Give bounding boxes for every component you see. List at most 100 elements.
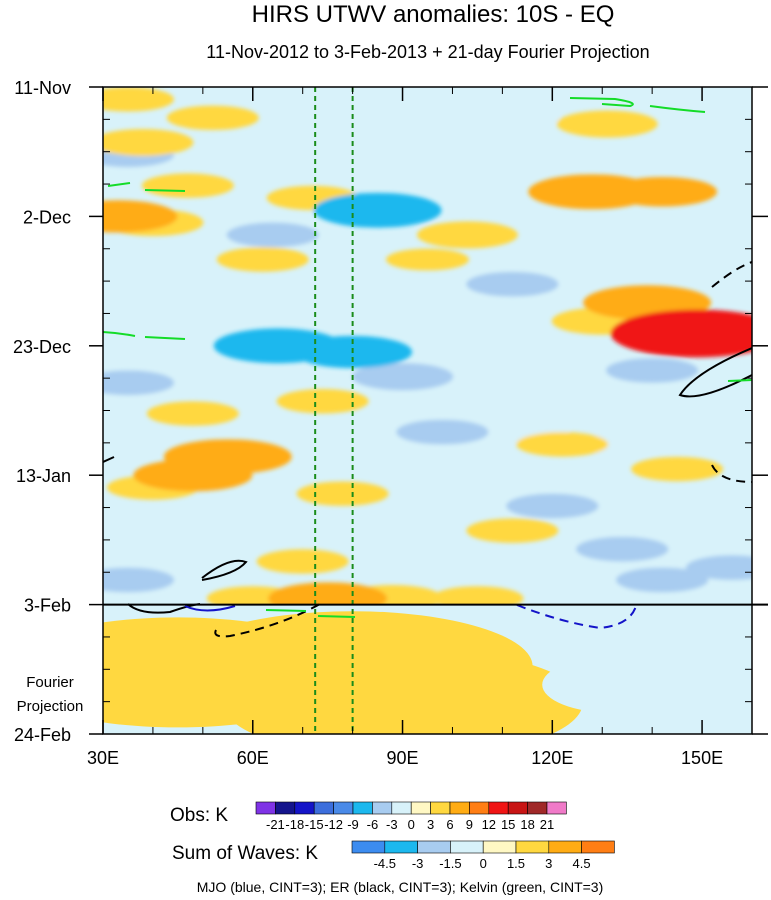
colorbar-1-title: Sum of Waves: K: [172, 843, 318, 864]
colorbar-1-label-6: 4.5: [573, 856, 591, 871]
colorbar-0-label-11: 12: [482, 817, 496, 832]
colorbar-0-label-3: -12: [324, 817, 343, 832]
colorbar-1-swatch-4: [482, 840, 517, 854]
y-tick-label-3: 13-Jan: [16, 466, 71, 486]
observed-field-patch-13: [296, 481, 389, 506]
er-contour-west-4: [214, 603, 321, 638]
colorbar-1-label-1: -3: [412, 856, 424, 871]
colorbar-0-label-14: 21: [540, 817, 554, 832]
observed-field-patch-47: [163, 439, 292, 475]
kelvin-contour-1: [569, 97, 706, 113]
observed-field-patch-19: [431, 586, 524, 604]
x-tick-label-3: 120E: [531, 748, 573, 768]
observed-field-patch-15: [631, 456, 724, 482]
colorbar-0-swatch-2: [294, 801, 315, 815]
observed-field-patch-5: [291, 131, 375, 154]
colorbar-0-swatch-8: [410, 801, 431, 815]
observed-field-patch-26: [506, 493, 599, 519]
er-contour-east-1: [711, 261, 752, 288]
colorbar-0-label-0: -21: [266, 817, 285, 832]
observed-field-patch-21: [146, 401, 239, 426]
colorbar-0-label-10: 9: [466, 817, 473, 832]
colorbar-0-swatch-1: [275, 801, 296, 815]
observed-field-patch-31: [466, 271, 559, 297]
colorbar-1-swatch-6: [548, 840, 582, 854]
observed-field-patch-16: [256, 549, 349, 574]
colorbar-0-label-9: 6: [446, 817, 453, 832]
chart-title: HIRS UTWV anomalies: 10S - EQ: [252, 1, 615, 28]
colorbar-0-swatch-15: [546, 801, 567, 815]
observed-field-patch-29: [616, 567, 709, 593]
observed-field-patch-30: [686, 555, 752, 580]
colorbar-0-swatch-9: [430, 801, 451, 815]
colorbar-0-swatch-7: [391, 801, 412, 815]
x-tick-label-2: 90E: [387, 748, 419, 768]
colorbar-0-label-12: 15: [501, 817, 515, 832]
colorbar-0-label-13: 18: [520, 817, 534, 832]
x-tick-label-1: 60E: [237, 748, 269, 768]
observed-field-patch-11: [216, 247, 309, 272]
observed-field-patch-14: [516, 432, 609, 457]
mjo-contour-1: [184, 605, 236, 612]
er-contour-east-2: [678, 347, 752, 398]
kelvin-contour-4: [727, 379, 752, 382]
observed-field-patch-0: [386, 248, 469, 271]
colorbar-0-label-7: 0: [408, 817, 415, 832]
observed-field: [103, 87, 752, 604]
observed-field-patch-17: [466, 518, 559, 543]
colorbar-0-label-8: 3: [427, 817, 434, 832]
colorbar-1-swatch-5: [515, 840, 550, 854]
colorbar-0-swatch-0: [255, 801, 276, 815]
x-tick-label-0: 30E: [87, 748, 119, 768]
observed-field-patch-32: [606, 358, 699, 383]
colorbar-0-swatch-14: [527, 801, 548, 815]
observed-field-patch-43: [268, 582, 388, 604]
wave-contours: [103, 97, 752, 638]
observed-field-patch-50: [610, 309, 752, 358]
colorbar-1-label-3: 0: [480, 856, 487, 871]
observed-field-patch-20: [276, 389, 369, 414]
colorbar-0-label-6: -3: [386, 817, 398, 832]
er-contour-east-3: [711, 464, 752, 483]
observed-field-patch-24: [103, 370, 174, 395]
y-tick-label-0: 11-Nov: [14, 78, 71, 98]
colorbar-0-label-5: -6: [367, 817, 379, 832]
colorbar-1-swatch-3: [450, 840, 484, 854]
colorbar-1-swatch-2: [417, 840, 451, 854]
colorbar-1-swatch-0: [351, 840, 386, 854]
observed-field-patch-4: [475, 106, 559, 129]
colorbar-0-label-4: -9: [347, 817, 359, 832]
observed-field-patch-48: [313, 192, 442, 228]
colorbars: Obs: K -21 -18 -15 -12 -9 -6 -3 0 3 6 9 12 15 18 21Sum …: [170, 801, 615, 871]
colorbar-0-label-2: -15: [305, 817, 324, 832]
er-contour-west-1: [103, 456, 115, 463]
colorbar-1-label-5: 3: [545, 856, 552, 871]
colorbar-0-title: Obs: K: [170, 805, 228, 826]
observed-field-patch-6: [410, 310, 494, 333]
plot-area: [103, 87, 752, 734]
projection-label-line-2: Projection: [17, 698, 84, 715]
observed-field-patch-36: [556, 110, 658, 138]
projection-field-patch-3: [542, 656, 683, 713]
x-tick-label-4: 150E: [681, 748, 723, 768]
observed-field-patch-41: [103, 200, 178, 233]
projection-label-line-1: Fourier: [26, 674, 74, 691]
observed-field-patch-9: [141, 173, 234, 198]
chart-subtitle: 11-Nov-2012 to 3-Feb-2013 + 21-day Fouri…: [206, 42, 649, 62]
colorbar-1-label-2: -1.5: [439, 856, 461, 871]
observed-field-patch-25: [396, 419, 489, 445]
colorbar-1-swatch-7: [581, 840, 615, 854]
observed-field-patch-8: [166, 105, 259, 131]
observed-field-patch-7: [103, 87, 174, 112]
observed-field-patch-23: [226, 222, 319, 248]
colorbar-0-swatch-5: [352, 801, 373, 815]
y-tick-label-1: 2-Dec: [23, 207, 71, 227]
kelvin-contour-3: [103, 331, 186, 340]
wave-legend-text: MJO (blue, CINT=3); ER (black, CINT=3); …: [197, 879, 604, 895]
observed-field-patch-33: [103, 128, 194, 156]
observed-field-patch-39: [352, 363, 454, 391]
er-contour-west-2: [201, 559, 248, 581]
colorbar-0-swatch-4: [333, 801, 354, 815]
observed-field-patch-28: [103, 567, 174, 593]
